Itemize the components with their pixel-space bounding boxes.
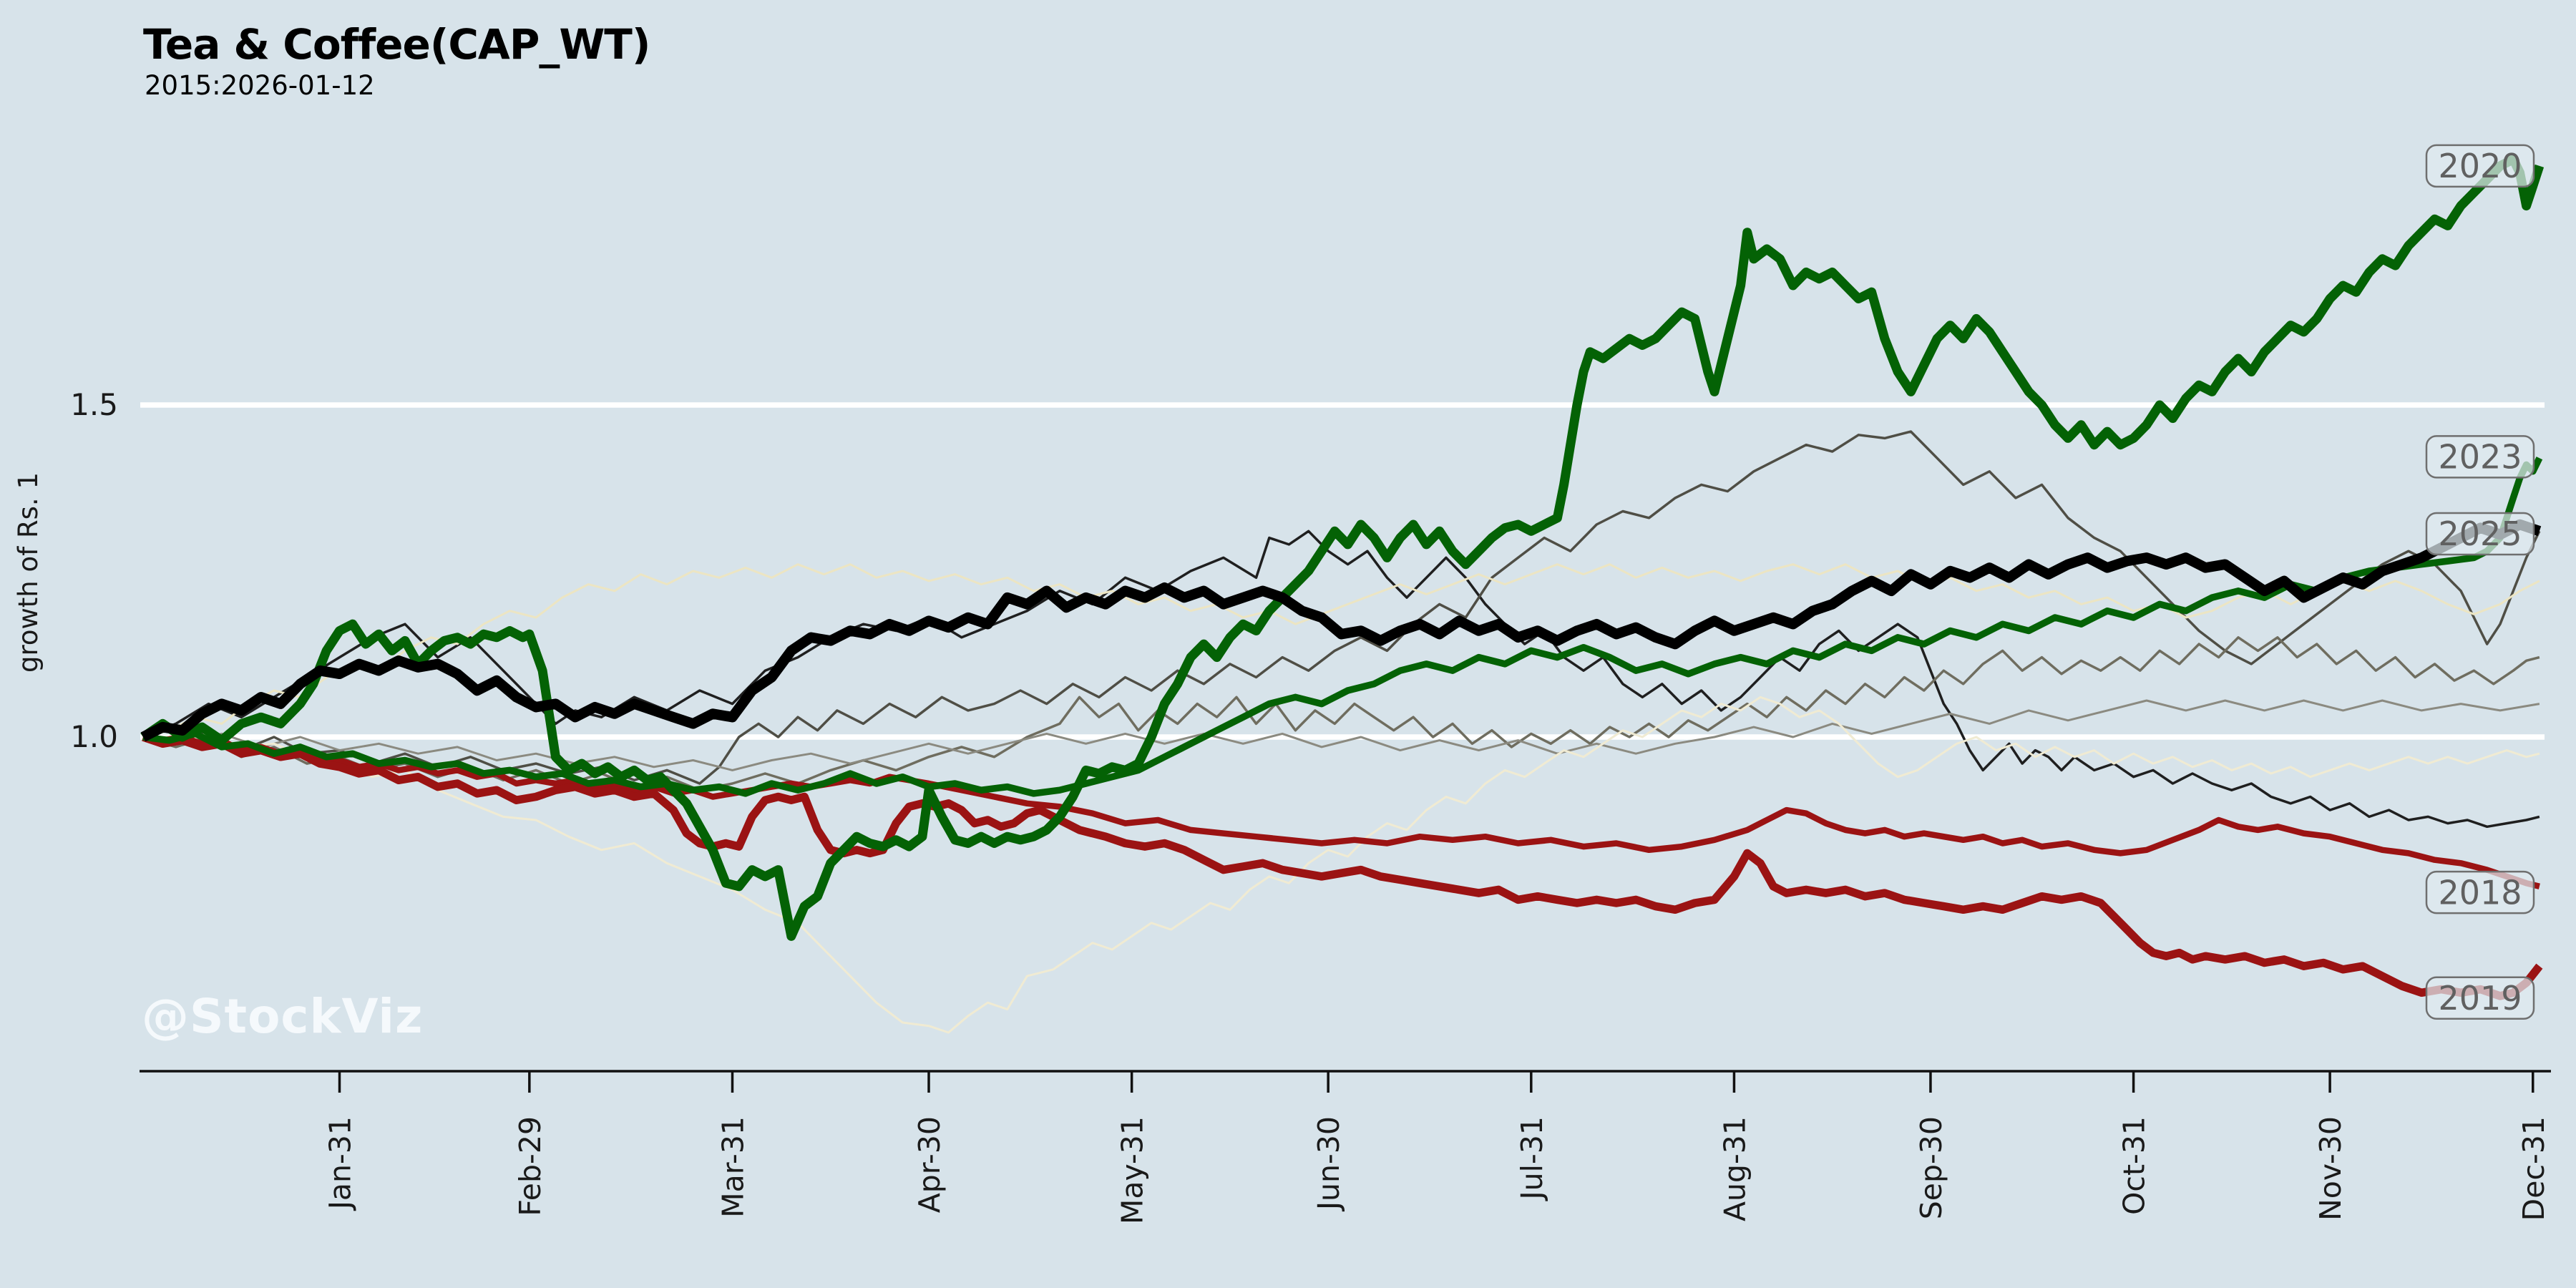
series-line-unlabeled-1	[142, 530, 2540, 829]
year-label-box-2025	[2425, 512, 2535, 556]
year-label-2018: 2018	[2438, 873, 2522, 912]
series-line-unlabeled-3	[142, 636, 2540, 791]
year-label-box-2019	[2425, 976, 2535, 1020]
y-tick-label: 1.0	[70, 719, 118, 754]
y-tick-label: 1.5	[70, 387, 118, 422]
series-line-2025	[140, 519, 2542, 742]
x-tick-label: Jan-31	[323, 1116, 358, 1211]
stockviz-watermark: @StockViz	[142, 989, 424, 1044]
year-label-box-2018	[2425, 870, 2535, 914]
page-subtitle: 2015:2026-01-12	[145, 70, 375, 101]
series-line-unlabeled-5	[142, 563, 2540, 738]
series-line-2023	[142, 457, 2543, 797]
x-tick-label: Jul-31	[1515, 1116, 1549, 1201]
series-line-2019	[142, 733, 2543, 1000]
year-label-2020: 2020	[2438, 147, 2522, 185]
x-tick-label: Mar-31	[716, 1116, 751, 1218]
x-tick-label: Sep-30	[1914, 1116, 1948, 1219]
x-tick-label: Apr-30	[912, 1116, 947, 1213]
page-title: Tea & Coffee(CAP_WT)	[143, 20, 650, 69]
series-line-2020	[140, 155, 2545, 941]
year-label-2019: 2019	[2438, 979, 2522, 1018]
x-tick-label: Feb-29	[513, 1116, 547, 1216]
year-label-2025: 2025	[2438, 514, 2522, 553]
y-axis-title: growth of Rs. 1	[13, 472, 44, 673]
series-line-unlabeled-4	[142, 699, 2540, 771]
x-tick-label: Aug-31	[1717, 1116, 1752, 1221]
year-label-2023: 2023	[2438, 437, 2522, 476]
x-tick-label: Oct-31	[2117, 1116, 2152, 1215]
year-label-box-2020	[2425, 144, 2535, 188]
x-tick-label: Dec-31	[2517, 1116, 2551, 1221]
year-label-box-2023	[2425, 435, 2535, 479]
series-line-2018	[142, 733, 2540, 889]
series-line-unlabeled-6	[142, 696, 2540, 1034]
x-tick-label: Nov-30	[2313, 1116, 2348, 1221]
x-tick-label: Jun-30	[1312, 1116, 1346, 1212]
x-tick-label: May-31	[1116, 1116, 1150, 1224]
